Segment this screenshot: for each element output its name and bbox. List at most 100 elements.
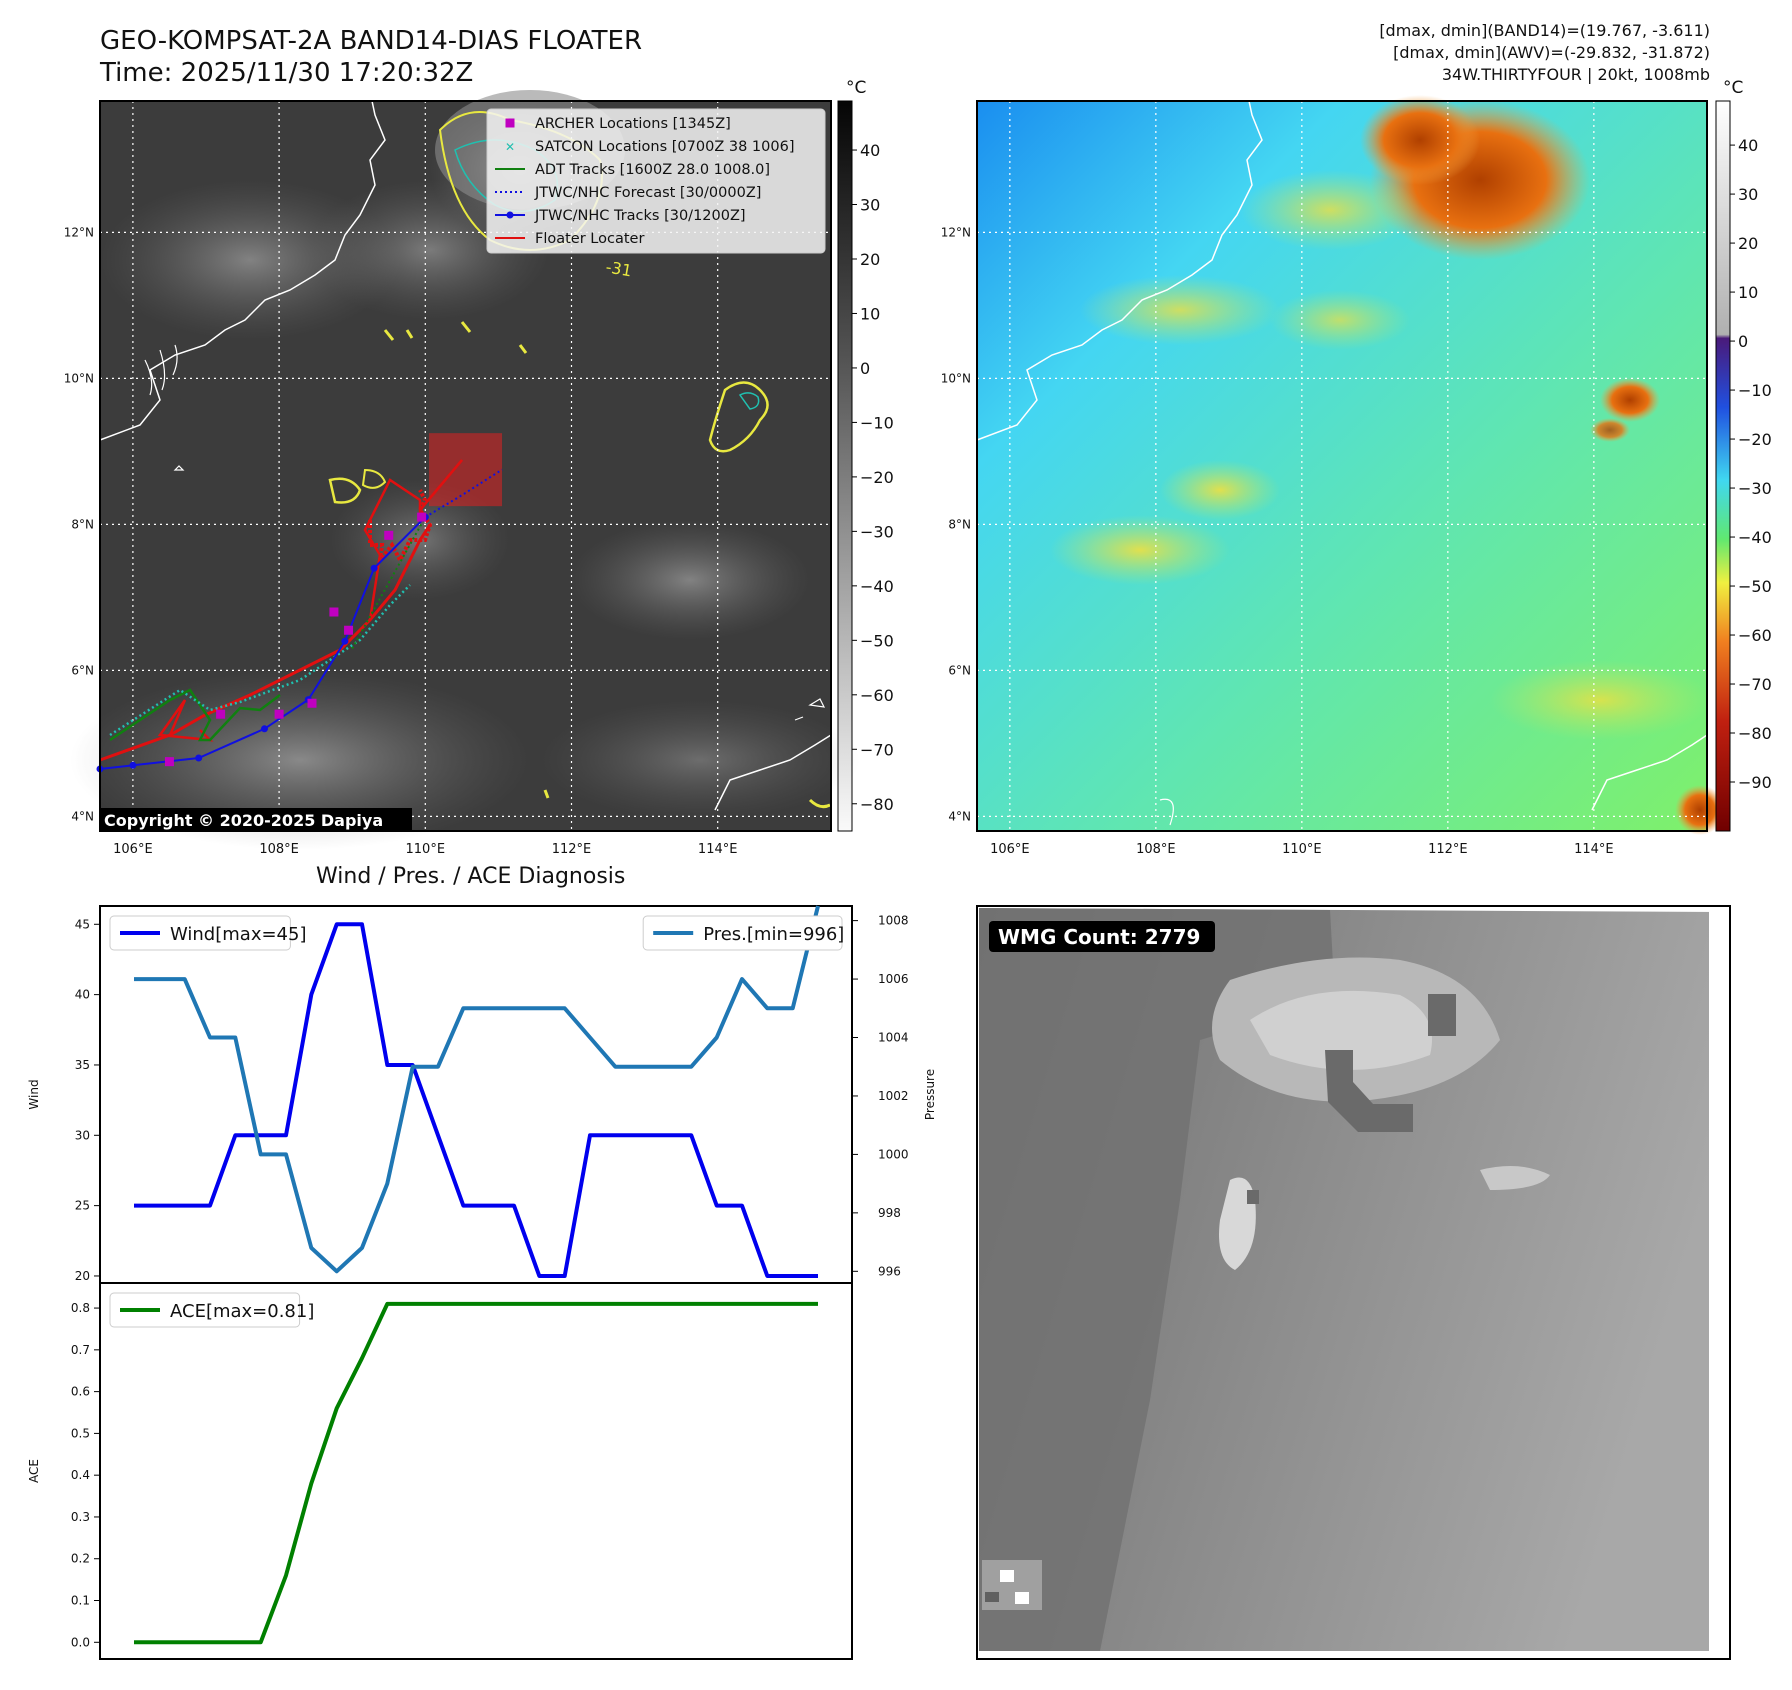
jtwc-track-point bbox=[341, 637, 349, 645]
awv-lon-label: 112°E bbox=[1428, 842, 1468, 857]
jtwc-track bbox=[99, 516, 427, 770]
y2-tick-label: 998 bbox=[878, 1206, 901, 1220]
gray-colorbar bbox=[837, 100, 853, 832]
ir-lat-label: 12°N bbox=[64, 225, 94, 239]
legend-label: SATCON Locations [0700Z 38 1006] bbox=[535, 139, 794, 155]
gray-colorbar-tick-label: −40 bbox=[860, 577, 894, 596]
awv-stats: [dmax, dmin](AWV)=(-29.832, -31.872) bbox=[1393, 43, 1710, 62]
awv-lat-label: 10°N bbox=[941, 371, 971, 385]
jtwc-track-point bbox=[195, 754, 203, 762]
awv-lon-label: 108°E bbox=[1136, 842, 1176, 857]
ir-lat-labels: 12°N 10°N 8°N 6°N 4°N bbox=[64, 225, 94, 823]
awv-lon-labels: 106°E 108°E 110°E 112°E 114°E bbox=[990, 842, 1614, 857]
awv-colorbar-tick-label: −90 bbox=[1738, 773, 1772, 792]
ir-map-tracks bbox=[96, 433, 503, 773]
jtwc-track-point bbox=[260, 725, 268, 733]
y2-tick-label: 1006 bbox=[878, 972, 909, 986]
adt-track bbox=[109, 688, 281, 742]
awv-colorbar bbox=[1715, 100, 1731, 832]
series-legend-label: Wind[max=45] bbox=[170, 924, 307, 945]
legend-marker: ✕ bbox=[505, 140, 515, 154]
y2-tick-label: 1008 bbox=[878, 914, 909, 928]
awv-map-panel: 12°N 10°N 8°N 6°N 4°N 106°E 108°E 110°E 112°E 11… bbox=[941, 95, 1725, 857]
copyright-box bbox=[100, 808, 412, 831]
gray-colorbar-tick-label: −60 bbox=[860, 686, 894, 705]
jtwc-track-point bbox=[370, 564, 378, 572]
gray-colorbar-tick-label: 20 bbox=[860, 250, 880, 269]
legend-marker bbox=[505, 118, 515, 128]
archer-point bbox=[344, 625, 354, 635]
y-tick-label: 0.8 bbox=[71, 1301, 90, 1315]
awv-colorbar-tick-label: 30 bbox=[1738, 185, 1758, 204]
y2-tick-label: 1004 bbox=[878, 1031, 909, 1045]
gray-colorbar-tick-label: −70 bbox=[860, 740, 894, 759]
figure-time: Time: 2025/11/30 17:20:32Z bbox=[100, 58, 474, 88]
archer-point bbox=[384, 530, 394, 540]
ir-lat-label: 10°N bbox=[64, 371, 94, 385]
jtwc-track-point bbox=[129, 761, 137, 769]
floater-locater-end bbox=[419, 459, 463, 511]
y-tick-label: 0.2 bbox=[71, 1552, 90, 1566]
ir-lat-label: 4°N bbox=[71, 809, 94, 823]
ir-lon-label: 108°E bbox=[259, 842, 299, 857]
awv-lat-labels: 12°N 10°N 8°N 6°N 4°N bbox=[941, 225, 971, 823]
awv-lon-label: 110°E bbox=[1282, 842, 1322, 857]
y-tick-label: 0.5 bbox=[71, 1426, 90, 1440]
awv-colorbar-tick-label: −50 bbox=[1738, 577, 1772, 596]
awv-lat-label: 4°N bbox=[948, 809, 971, 823]
awv-lat-label: 12°N bbox=[941, 225, 971, 239]
awv-colorbar-tick-label: −80 bbox=[1738, 724, 1772, 743]
legend-label: JTWC/NHC Tracks [30/1200Z] bbox=[534, 208, 746, 224]
ir-lat-label: 8°N bbox=[71, 517, 94, 531]
series-line-0 bbox=[134, 1301, 818, 1645]
awv-colorbar-tick-label: 20 bbox=[1738, 234, 1758, 253]
contour-label: -31 bbox=[604, 257, 633, 280]
ir-lon-labels: 106°E 108°E 110°E 112°E 114°E bbox=[113, 842, 737, 857]
y-tick-label: 0.4 bbox=[71, 1468, 90, 1482]
track-legend: ARCHER Locations [1345Z] ✕ SATCON Location… bbox=[486, 108, 826, 254]
legend-label: Floater Locater bbox=[535, 231, 644, 247]
archer-point bbox=[164, 757, 174, 767]
y-tick-label: 0.3 bbox=[71, 1510, 90, 1524]
awv-colorbar-tick-label: 40 bbox=[1738, 136, 1758, 155]
awv-lon-label: 114°E bbox=[1574, 842, 1614, 857]
awv-lat-label: 8°N bbox=[948, 517, 971, 531]
y-tick-label: 40 bbox=[75, 988, 90, 1002]
gray-colorbar-tick-label: 10 bbox=[860, 304, 880, 323]
awv-colorbar-tick-label: −60 bbox=[1738, 626, 1772, 645]
archer-point bbox=[307, 698, 317, 708]
y-axis-label: ACE bbox=[27, 1459, 41, 1483]
awv-lat-label: 6°N bbox=[948, 663, 971, 677]
y-tick-label: 0.1 bbox=[71, 1594, 90, 1608]
series-legend-box bbox=[109, 1292, 301, 1328]
gray-colorbar-tick-label: 30 bbox=[860, 196, 880, 215]
series-line-0 bbox=[134, 922, 818, 1278]
archer-point bbox=[329, 607, 339, 617]
jtwc-forecast-ext bbox=[351, 516, 427, 649]
figure-title: GEO-KOMPSAT-2A BAND14-DIAS FLOATER bbox=[100, 26, 643, 56]
y2-tick-label: 1002 bbox=[878, 1089, 909, 1103]
band14-stats: [dmax, dmin](BAND14)=(19.767, -3.611) bbox=[1379, 21, 1710, 40]
archer-point bbox=[274, 709, 284, 719]
gray-colorbar-tick-label: −20 bbox=[860, 468, 894, 487]
ir-lon-label: 106°E bbox=[113, 842, 153, 857]
series-legend-label: Pres.[min=996] bbox=[703, 924, 844, 945]
legend-label: JTWC/NHC Forecast [30/0000Z] bbox=[534, 185, 761, 201]
y2-axis-label: Pressure bbox=[923, 1069, 937, 1120]
gray-colorbar-unit: °C bbox=[846, 78, 867, 98]
y2-tick-label: 1000 bbox=[878, 1147, 909, 1161]
ir-lon-label: 110°E bbox=[406, 842, 446, 857]
y-tick-label: 0.0 bbox=[71, 1635, 90, 1649]
series-legend-box bbox=[109, 915, 291, 951]
awv-colorbar-ticks: 40 30 20 10 0 −10 −20 −30 −40 −50 −60 −70 −80 −90 bbox=[1730, 136, 1772, 792]
legend-label: ADT Tracks [1600Z 28.0 1008.0] bbox=[535, 162, 770, 178]
ir-lat-label: 6°N bbox=[71, 663, 94, 677]
legend-label: ARCHER Locations [1345Z] bbox=[535, 116, 731, 132]
floater-box bbox=[428, 433, 503, 507]
awv-colorbar-tick-label: −70 bbox=[1738, 675, 1772, 694]
gray-colorbar-tick-label: 0 bbox=[860, 359, 870, 378]
y-tick-label: 0.6 bbox=[71, 1385, 90, 1399]
archer-point bbox=[417, 512, 427, 522]
legend-marker-dot bbox=[506, 211, 514, 219]
